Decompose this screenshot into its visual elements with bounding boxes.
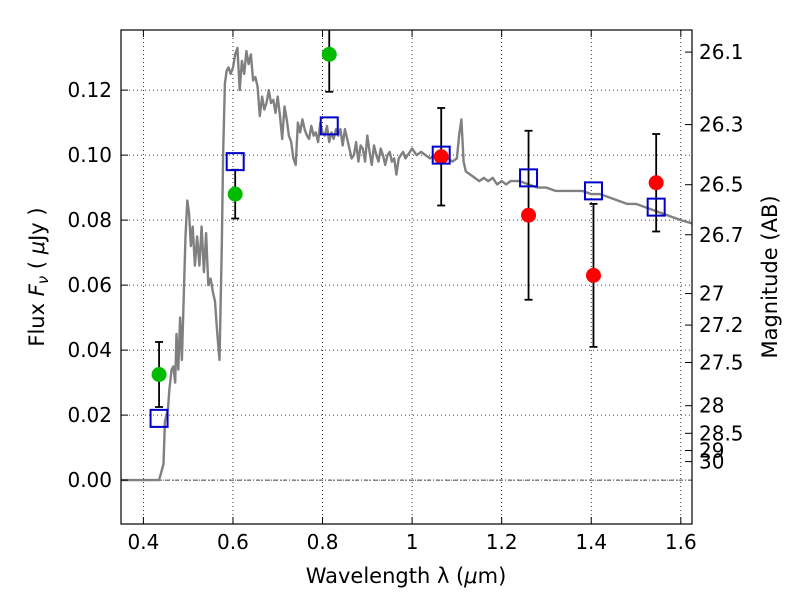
- plot-area: [121, 30, 692, 524]
- right-axis-label: Magnitude (AB): [758, 195, 782, 358]
- y-tick-label: 0.08: [67, 208, 112, 232]
- model-square-marker: [319, 116, 339, 136]
- right-tick-label: 30: [699, 450, 724, 474]
- plot-frame: [120, 29, 693, 525]
- right-tick-label: 26.1: [699, 40, 744, 64]
- model-square-marker: [519, 168, 539, 188]
- y-tick-label: 0.12: [67, 78, 112, 102]
- x-tick-label: 1.6: [665, 530, 697, 554]
- data-point: [521, 207, 537, 223]
- data-point: [585, 267, 601, 283]
- model-square-marker: [431, 145, 451, 165]
- ticks: 0.4 0.6 0.8 1 1.2 1.4 1.6 0.00 0.02 0.04 0.06 0.08 0…: [67, 30, 744, 554]
- y-tick-label: 0.10: [67, 143, 112, 167]
- right-tick-label: 29: [699, 439, 724, 463]
- x-tick-label: 1.4: [575, 530, 607, 554]
- data-point: [648, 175, 664, 191]
- right-tick-label: 26.7: [699, 223, 744, 247]
- plot-content: [121, 30, 692, 482]
- model-square-marker: [225, 152, 245, 172]
- data-point: [321, 46, 337, 62]
- model-square-marker: [149, 408, 169, 428]
- right-tick-label: 26.5: [699, 173, 744, 197]
- y-tick-label: 0.04: [67, 338, 112, 362]
- right-tick-label: 27.5: [699, 350, 744, 374]
- y-axis-label: Flux Fν ( μJy ): [25, 207, 52, 346]
- y-tick-label: 0.06: [67, 273, 112, 297]
- right-tick-label: 28.5: [699, 421, 744, 445]
- data-point: [433, 149, 449, 165]
- x-tick-label: 1: [406, 530, 419, 554]
- data-point: [151, 367, 167, 382]
- right-tick-label: 26.3: [699, 113, 744, 137]
- right-tick-label: 27.2: [699, 313, 744, 337]
- x-tick-label: 0.6: [217, 530, 249, 554]
- x-axis-label: Wavelength λ (μm): [306, 564, 507, 588]
- model-square-marker: [646, 197, 666, 217]
- right-tick-label: 27: [699, 282, 724, 306]
- model-square-marker: [583, 181, 603, 201]
- right-tick-label: 28: [699, 394, 724, 418]
- data-point: [227, 186, 243, 202]
- x-tick-label: 1.2: [486, 530, 518, 554]
- x-tick-label: 0.4: [127, 530, 159, 554]
- y-tick-label: 0.00: [67, 468, 112, 492]
- y-tick-label: 0.02: [67, 403, 112, 427]
- sed-model-line: [121, 46, 692, 482]
- x-tick-label: 0.8: [307, 530, 339, 554]
